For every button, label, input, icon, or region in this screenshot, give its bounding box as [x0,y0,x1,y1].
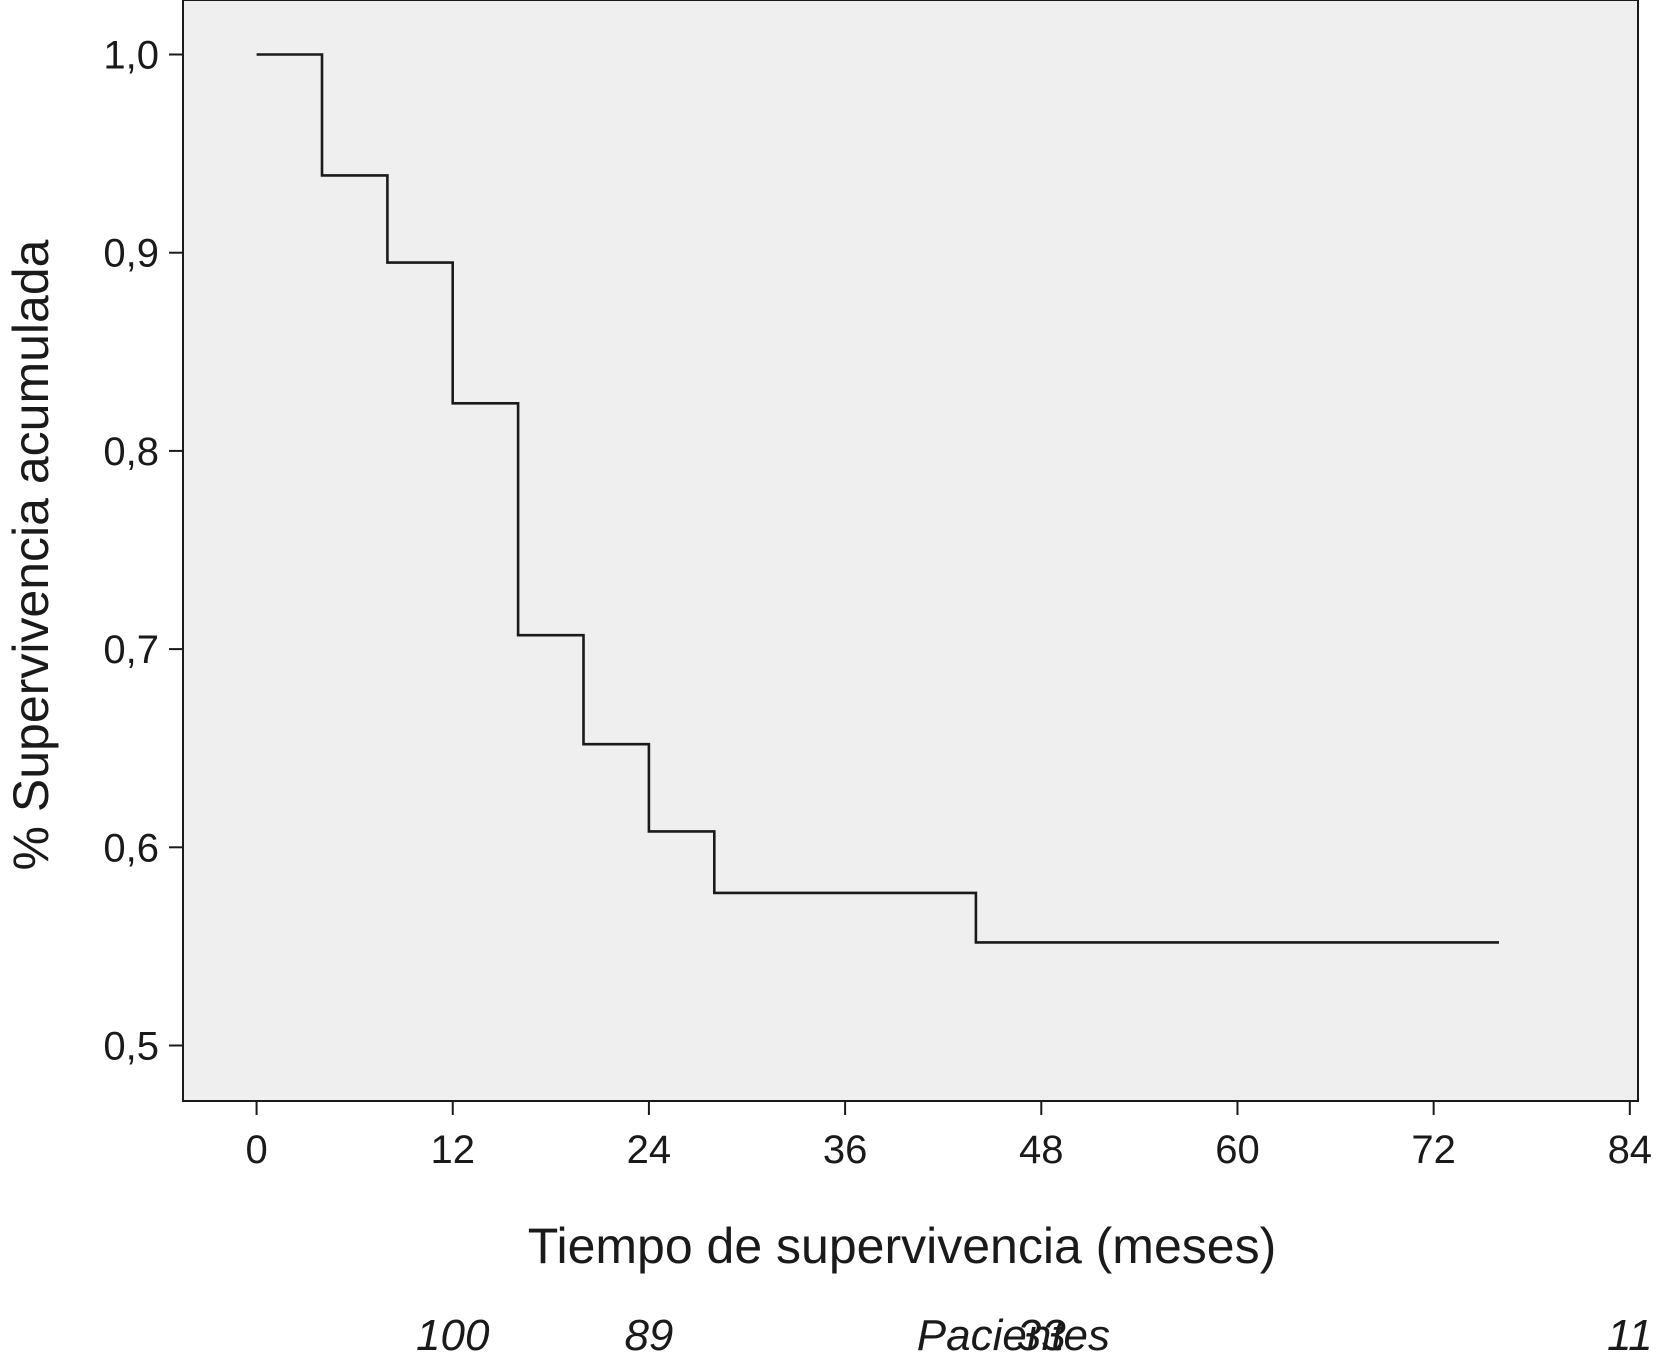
x-tick-label: 72 [1411,1128,1456,1172]
x-tick-label: 36 [823,1128,868,1172]
y-tick-label: 1,0 [103,34,159,78]
y-axis-label: % Supervivencia acumulada [3,239,59,870]
x-tick-label: 24 [627,1128,672,1172]
y-axis: 0,5 0,6 0,7 0,8 0,9 1,0 [103,34,183,1069]
y-tick-label: 0,6 [103,826,159,870]
plot-area [182,0,1639,1102]
x-tick-label: 0 [245,1128,267,1172]
x-axis-label: Tiempo de supervivencia (meses) [528,1218,1276,1274]
at-risk-label: Pacientes [917,1311,1110,1360]
at-risk-value: 89 [624,1311,673,1360]
x-tick-label: 84 [1608,1128,1653,1172]
x-axis: 0 12 24 36 48 60 72 84 [245,1101,1652,1172]
y-tick-label: 0,5 [103,1025,159,1069]
y-tick-label: 0,9 [103,232,159,276]
y-tick-label: 0,7 [103,628,159,672]
at-risk-value: 11 [1607,1311,1653,1360]
at-risk-values: 100 89 33 11 [416,1311,1653,1360]
at-risk-value: 33 [1017,1311,1066,1360]
x-tick-label: 48 [1019,1128,1064,1172]
x-tick-label: 12 [430,1128,475,1172]
y-tick-label: 0,8 [103,430,159,474]
survival-curve [256,53,1499,944]
at-risk-value: 100 [416,1311,490,1360]
x-tick-label: 60 [1215,1128,1260,1172]
